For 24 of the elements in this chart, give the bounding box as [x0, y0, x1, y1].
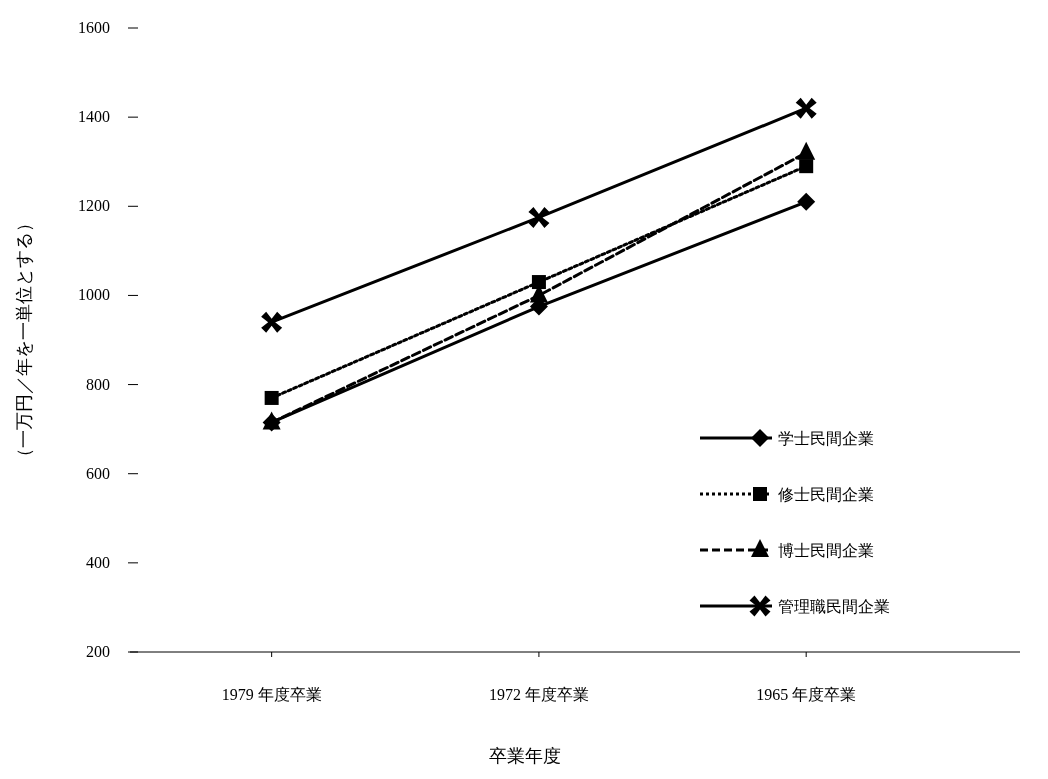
- y-axis-title: （一万円／年を一単位とする）: [14, 214, 34, 466]
- x-tick-label: 1972 年度卒業: [488, 686, 589, 703]
- legend-label: 管理職民間企業: [778, 598, 890, 615]
- point: [261, 311, 283, 333]
- legend-label: 修士民間企業: [778, 486, 874, 503]
- legend-label: 学士民間企業: [778, 430, 874, 447]
- x-axis-title: 卒業年度: [489, 746, 561, 766]
- x-tick-label: 1965 年度卒業: [756, 686, 857, 703]
- y-tick-label: 1600: [78, 19, 110, 36]
- legend-label: 博士民間企業: [778, 542, 874, 559]
- point: [795, 97, 817, 119]
- point: [528, 206, 550, 228]
- x-tick-label: 1979 年度卒業: [221, 686, 322, 703]
- y-tick-label: 1400: [78, 108, 110, 126]
- point: [797, 192, 816, 211]
- point: [264, 390, 279, 405]
- point: [799, 159, 814, 174]
- y-tick-label: 600: [86, 464, 110, 482]
- y-tick-label: 200: [86, 643, 110, 660]
- y-tick-label: 1000: [78, 286, 110, 304]
- y-tick-label: 400: [86, 553, 110, 571]
- point: [531, 275, 546, 290]
- y-tick-label: 800: [86, 375, 110, 393]
- y-tick-label: 1200: [78, 197, 110, 215]
